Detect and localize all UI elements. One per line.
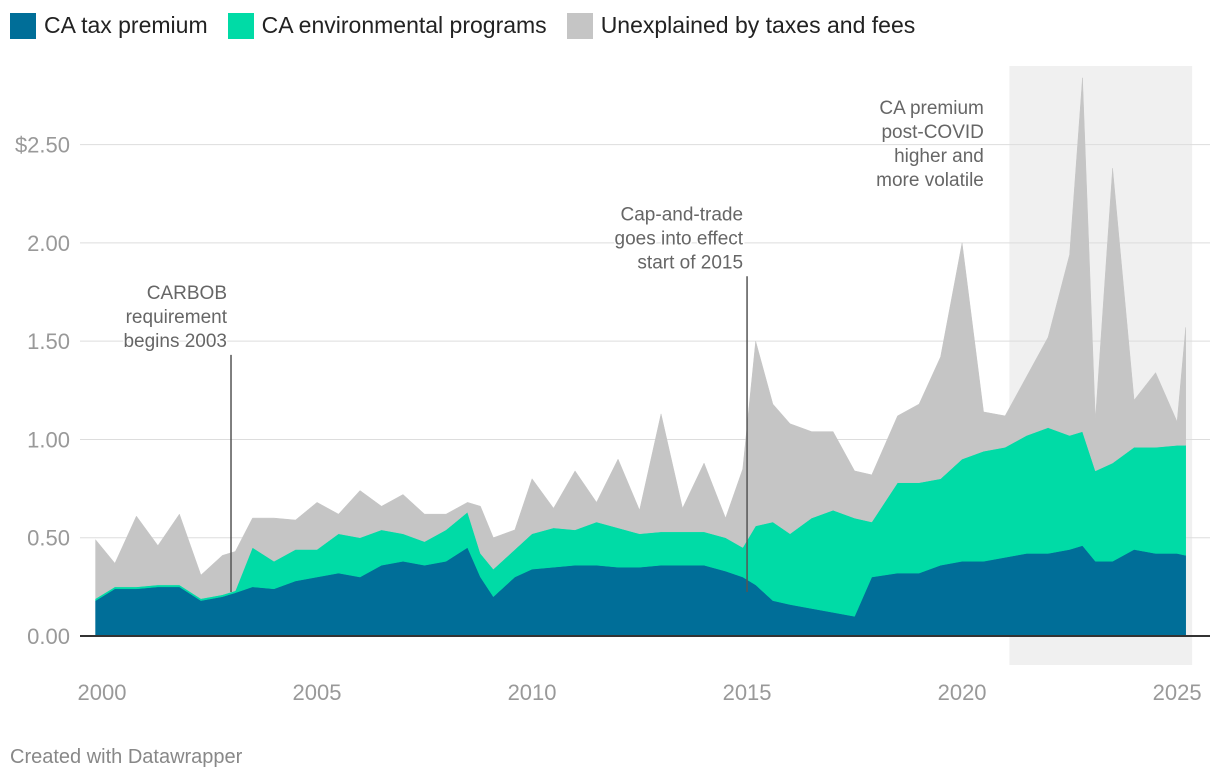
legend-item-unexplained: Unexplained by taxes and fees	[566, 12, 916, 39]
x-tick-label-5: 2025	[1153, 680, 1202, 705]
y-tick-label-2: 1.00	[27, 427, 70, 452]
x-tick-label-0: 2000	[78, 680, 127, 705]
legend-swatch-tax-premium	[10, 12, 36, 39]
legend-swatch-environmental	[227, 12, 254, 39]
x-tick-label-1: 2005	[293, 680, 342, 705]
y-tick-label-1: 0.50	[27, 526, 70, 551]
annotation-1: Cap-and-trade goes into effect start of 20…	[613, 203, 745, 275]
legend-item-tax-premium: CA tax premium	[10, 12, 208, 39]
y-tick-label-0: 0.00	[27, 624, 70, 649]
annotation-1-line-0: Cap-and-trade	[621, 204, 744, 225]
legend-label-unexplained: Unexplained by taxes and fees	[600, 12, 916, 38]
footer-credit: Created with Datawrapper	[10, 746, 243, 768]
annotation-0-line-1: requirement	[126, 307, 228, 328]
y-tick-label-5: $2.50	[15, 133, 70, 158]
x-tick-label-4: 2020	[938, 680, 987, 705]
annotation-1-line-1: goes into effect	[615, 228, 744, 249]
x-tick-label-2: 2010	[508, 680, 557, 705]
x-tick-label-3: 2015	[723, 680, 772, 705]
annotation-0-line-0: CARBOB	[147, 283, 227, 304]
legend-item-environmental: CA environmental programs	[227, 12, 547, 39]
legend-swatch-unexplained	[566, 12, 593, 39]
annotation-2-line-3: more volatile	[876, 170, 984, 191]
y-tick-label-3: 1.50	[27, 329, 70, 354]
legend: CA tax premium CA environmental programs…	[10, 12, 935, 39]
annotation-2-line-0: CA premium	[879, 98, 984, 119]
annotation-2: CA premium post-COVID higher and more volat…	[875, 97, 986, 193]
annotation-0-line-2: begins 2003	[123, 331, 227, 352]
y-tick-label-4: 2.00	[27, 231, 70, 256]
annotation-2-line-2: higher and	[894, 146, 984, 167]
legend-label-tax-premium: CA tax premium	[44, 12, 208, 38]
area-series-2	[95, 77, 1186, 600]
annotation-0: CARBOB requirement begins 2003	[122, 281, 229, 353]
annotation-1-line-2: start of 2015	[637, 252, 743, 273]
legend-label-environmental: CA environmental programs	[261, 12, 547, 38]
annotation-2-line-1: post-COVID	[881, 122, 983, 143]
